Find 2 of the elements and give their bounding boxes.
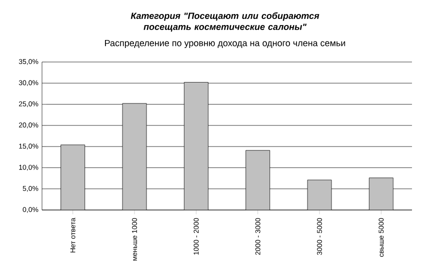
chart-title: Категория "Посещают или собираются посещать косметические салоны" [130, 12, 320, 32]
chart-subtitle: Распределение по уровню дохода на одного члена семьи [105, 40, 346, 48]
